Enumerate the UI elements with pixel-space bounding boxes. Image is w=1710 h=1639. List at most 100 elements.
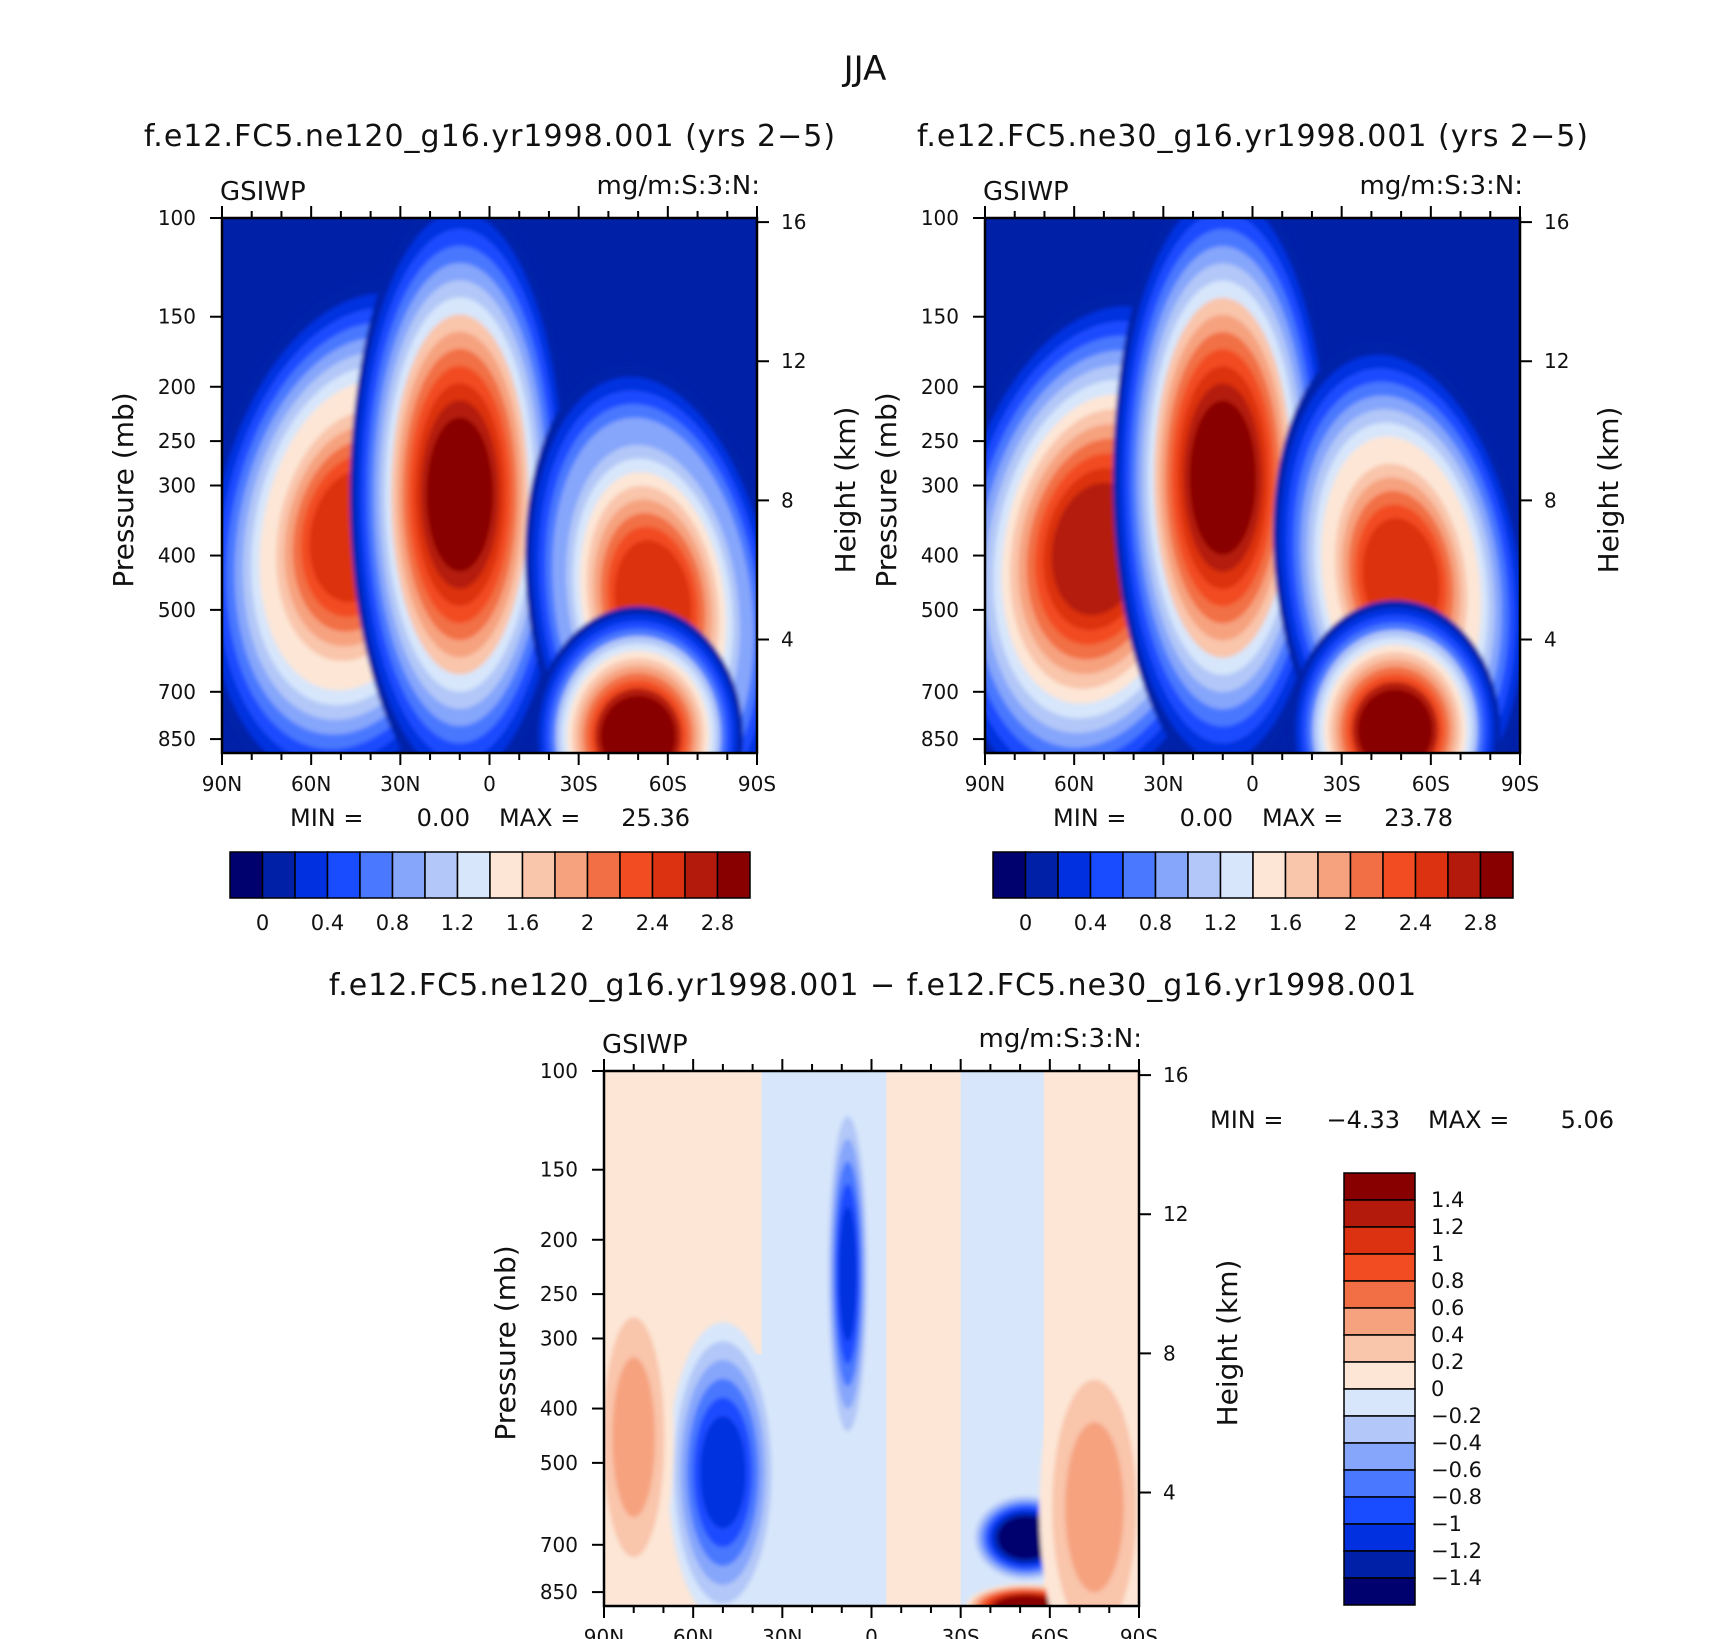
- colorbar-swatch: [229, 851, 264, 899]
- panel-diff-variable-label: GSIWP: [602, 1030, 688, 1060]
- colorbar-swatch: [1447, 851, 1482, 899]
- colorbar-tick-label: −0.4: [1431, 1431, 1482, 1455]
- colorbar-swatch: [1343, 1199, 1416, 1228]
- colorbar-tick-label: 1.2: [1204, 911, 1237, 935]
- lat-tick-label: 60S: [1031, 1625, 1069, 1639]
- pressure-tick-label: 500: [540, 1451, 578, 1475]
- pressure-tick-label: 850: [158, 727, 196, 751]
- panel-ne30-max-label: MAX =: [1262, 804, 1343, 832]
- panel-diff-axes: 100 150 200 250 300 400 500 700 850 16 12 8 4 90N 60N 3…: [540, 1059, 1188, 1639]
- colorbar-swatch: [684, 851, 719, 899]
- colorbar-swatch: [1343, 1550, 1416, 1579]
- panel-ne120-min-label: MIN =: [290, 804, 363, 832]
- colorbar-swatch: [1414, 851, 1449, 899]
- contour-level: [1003, 1598, 1049, 1606]
- contour-level: [612, 1357, 656, 1518]
- colorbar-tick-label: −1: [1431, 1512, 1462, 1536]
- panel-diff-max-value: 5.06: [1561, 1106, 1614, 1134]
- height-tick-label: 16: [1544, 210, 1569, 234]
- colorbar-swatch: [1382, 851, 1417, 899]
- pressure-tick-label: 100: [921, 206, 959, 230]
- height-tick-label: 12: [1163, 1202, 1188, 1226]
- lat-tick-label: 90N: [202, 772, 242, 796]
- lat-tick-label: 90S: [1120, 1625, 1158, 1639]
- figure-title: JJA: [842, 49, 887, 89]
- colorbar-swatch: [261, 851, 296, 899]
- colorbar-swatch: [619, 851, 654, 899]
- panel-ne120-max-value: 25.36: [621, 804, 690, 832]
- colorbar-tick-label: −1.4: [1431, 1566, 1482, 1590]
- colorbar-swatch: [1343, 1388, 1416, 1417]
- colorbar-swatch: [489, 851, 524, 899]
- pressure-tick-label: 150: [540, 1158, 578, 1182]
- panel-diff-colorbar: 1.4 1.2 1 0.8 0.6 0.4 0.2 0 −0.2 −0.4 −0.6 −0.8 −1 −1…: [1343, 1172, 1482, 1606]
- panel-ne120-colorbar: 0 0.4 0.8 1.2 1.6 2 2.4 2.8: [229, 851, 751, 935]
- lat-tick-label: 0: [1246, 772, 1259, 796]
- colorbar-swatch: [716, 851, 751, 899]
- colorbar-swatch: [521, 851, 556, 899]
- colorbar-swatch: [1343, 1172, 1416, 1201]
- colorbar-swatch: [1343, 1415, 1416, 1444]
- colorbar-swatch: [359, 851, 394, 899]
- colorbar-tick-label: 0: [256, 911, 269, 935]
- panel-ne30-field: [985, 218, 1520, 753]
- pressure-tick-label: 200: [540, 1228, 578, 1252]
- pressure-tick-label: 400: [540, 1397, 578, 1421]
- colorbar-tick-label: 0.8: [376, 911, 409, 935]
- colorbar-swatch: [1343, 1334, 1416, 1363]
- lat-tick-label: 30S: [1323, 772, 1361, 796]
- contour-level: [1005, 1523, 1047, 1553]
- colorbar-swatch: [1252, 851, 1287, 899]
- colorbar-tick-label: 2.8: [1464, 911, 1497, 935]
- pressure-tick-label: 700: [540, 1533, 578, 1557]
- panel-ne30-axes: 100 150 200 250 300 400 500 700 850 16 12 8 4 90N 60N 3…: [921, 206, 1569, 796]
- colorbar-swatch: [1343, 1523, 1416, 1552]
- pressure-tick-label: 200: [921, 375, 959, 399]
- colorbar-tick-label: 2: [581, 911, 594, 935]
- colorbar-swatch: [1057, 851, 1092, 899]
- pressure-tick-label: 250: [540, 1282, 578, 1306]
- pressure-tick-label: 200: [158, 375, 196, 399]
- pressure-tick-label: 400: [921, 544, 959, 568]
- lat-tick-label: 30N: [1143, 772, 1183, 796]
- contour-group: [222, 218, 757, 753]
- pressure-tick-label: 700: [921, 680, 959, 704]
- colorbar-swatch: [326, 851, 361, 899]
- lat-tick-label: 0: [865, 1625, 878, 1639]
- lat-tick-label: 30N: [762, 1625, 802, 1639]
- panel-diff-field: [604, 1071, 1139, 1606]
- colorbar-tick-label: 0.6: [1431, 1296, 1464, 1320]
- colorbar-swatch: [424, 851, 459, 899]
- contour-level: [699, 1416, 746, 1529]
- contour-group: [985, 218, 1520, 753]
- colorbar-tick-label: 2.4: [636, 911, 669, 935]
- colorbar-tick-label: 1.2: [1431, 1215, 1464, 1239]
- panel-ne30-y2-label: Height (km): [1592, 407, 1625, 574]
- colorbar-tick-label: 2.8: [701, 911, 734, 935]
- panel-ne30-variable-label: GSIWP: [983, 177, 1069, 207]
- colorbar-swatch: [1187, 851, 1222, 899]
- panel-ne120-y2-label: Height (km): [829, 407, 862, 574]
- panel-ne120: f.e12.FC5.ne120_g16.yr1998.001 (yrs 2−5)…: [107, 119, 862, 935]
- panel-diff-max-label: MAX =: [1428, 1106, 1509, 1134]
- panel-ne30-min-label: MIN =: [1053, 804, 1126, 832]
- lat-tick-label: 90N: [965, 772, 1005, 796]
- colorbar-swatch: [586, 851, 621, 899]
- colorbar-tick-label: −0.6: [1431, 1458, 1482, 1482]
- panel-ne120-variable-label: GSIWP: [220, 177, 306, 207]
- colorbar-swatch: [1479, 851, 1514, 899]
- pressure-tick-label: 400: [158, 544, 196, 568]
- colorbar-swatch: [1343, 1280, 1416, 1309]
- height-tick-label: 8: [1544, 488, 1557, 512]
- height-tick-label: 16: [1163, 1063, 1188, 1087]
- pressure-tick-label: 850: [921, 727, 959, 751]
- colorbar-tick-label: 0.8: [1431, 1269, 1464, 1293]
- lat-tick-label: 30S: [942, 1625, 980, 1639]
- panel-ne120-min-value: 0.00: [417, 804, 470, 832]
- pressure-tick-label: 250: [921, 429, 959, 453]
- height-tick-label: 12: [781, 349, 806, 373]
- panel-ne120-max-label: MAX =: [499, 804, 580, 832]
- colorbar-swatch: [651, 851, 686, 899]
- colorbar-tick-label: 0.2: [1431, 1350, 1464, 1374]
- panel-diff-title: f.e12.FC5.ne120_g16.yr1998.001 − f.e12.F…: [329, 968, 1417, 1003]
